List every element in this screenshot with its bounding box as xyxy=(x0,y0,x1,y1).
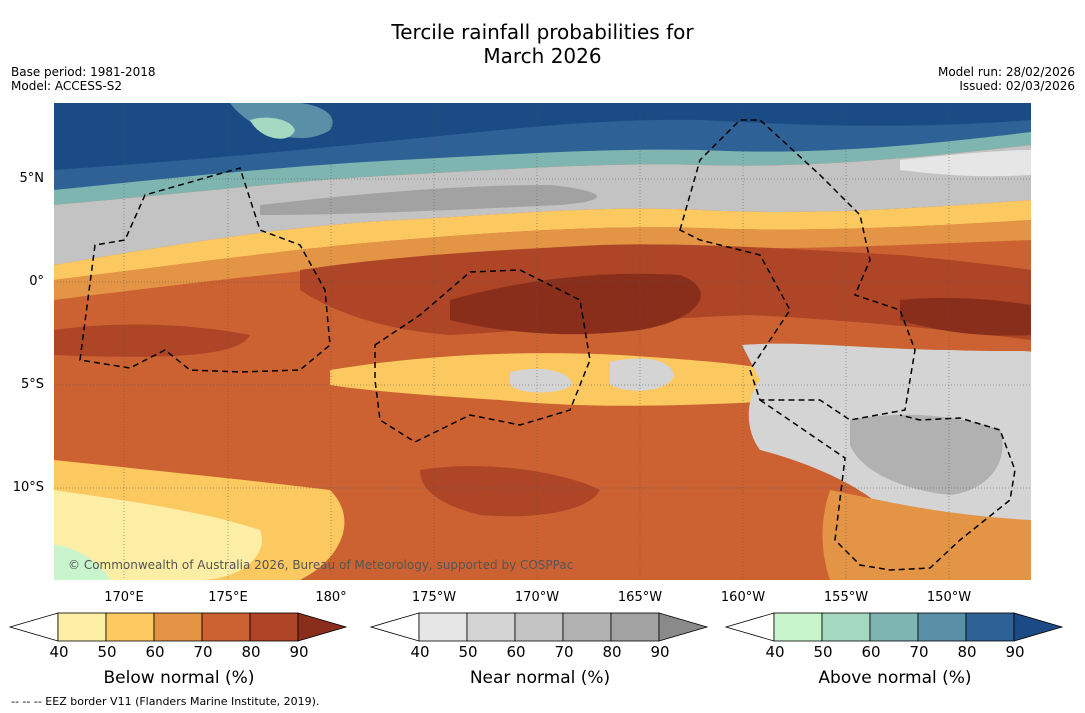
cb0-tick-50: 50 xyxy=(97,643,117,661)
eez-footer: -- -- -- EEZ border V11 (Flanders Marine… xyxy=(11,695,320,708)
colorbar-2-segment-2 xyxy=(821,612,871,642)
colorbar-1-extend-low xyxy=(369,612,420,642)
cb0-tick-60: 60 xyxy=(145,643,165,661)
lat-label-5n: 5°N xyxy=(19,171,45,186)
colorbar-2-segment-1 xyxy=(773,612,823,642)
colorbar-title-above: Above normal (%) xyxy=(818,668,972,688)
cb2-tick-80: 80 xyxy=(957,643,977,661)
colorbar-0-segment-4 xyxy=(201,612,251,642)
cb2-tick-60: 60 xyxy=(861,643,881,661)
cb1-tick-60: 60 xyxy=(506,643,526,661)
lon-label-180: 180° xyxy=(315,590,347,605)
cb0-tick-70: 70 xyxy=(193,643,213,661)
colorbar-title-below: Below normal (%) xyxy=(103,668,255,688)
lon-label-175e: 175°E xyxy=(208,590,248,605)
gridlines xyxy=(54,103,1031,580)
cb1-tick-70: 70 xyxy=(554,643,574,661)
colorbar-title-near: Near normal (%) xyxy=(469,668,611,688)
colorbar-0-segment-5 xyxy=(249,612,299,642)
lon-label-170w: 170°W xyxy=(514,590,560,605)
cb2-tick-70: 70 xyxy=(909,643,929,661)
cb2-tick-40: 40 xyxy=(765,643,785,661)
colorbar-0-segment-3 xyxy=(153,612,203,642)
colorbars xyxy=(8,612,1064,642)
colorbar-1-segment-5 xyxy=(610,612,660,642)
cb2-tick-90: 90 xyxy=(1005,643,1025,661)
issued-date: Issued: 02/03/2026 xyxy=(959,79,1075,93)
cb1-tick-80: 80 xyxy=(602,643,622,661)
base-period: Base period: 1981-2018 xyxy=(11,65,156,79)
colorbar-1-segment-4 xyxy=(562,612,612,642)
meta-right: Model run: 28/02/2026 Issued: 02/03/2026 xyxy=(938,65,1075,93)
cb1-tick-40: 40 xyxy=(410,643,430,661)
colorbar-1-segment-2 xyxy=(466,612,516,642)
lat-label-10s: 10°S xyxy=(12,480,44,495)
model-name: Model: ACCESS-S2 xyxy=(11,79,123,93)
lon-label-155w: 155°W xyxy=(823,590,869,605)
cb1-tick-50: 50 xyxy=(458,643,478,661)
colorbar-0-segment-2 xyxy=(105,612,155,642)
title-line-2: March 2026 xyxy=(483,44,602,68)
colorbar-near-normal xyxy=(369,612,709,642)
colorbar-2-extend-high xyxy=(1013,612,1064,642)
lon-label-150w: 150°W xyxy=(926,590,972,605)
colorbar-2-segment-5 xyxy=(965,612,1015,642)
colorbar-0-extend-high xyxy=(297,612,348,642)
lon-label-175w: 175°W xyxy=(411,590,457,605)
cb1-tick-90: 90 xyxy=(650,643,670,661)
lat-label-5s: 5°S xyxy=(20,377,44,392)
lon-label-160w: 160°W xyxy=(720,590,766,605)
map-field xyxy=(54,103,1031,580)
cb2-tick-50: 50 xyxy=(813,643,833,661)
lon-label-165w: 165°W xyxy=(617,590,663,605)
colorbar-1-segment-1 xyxy=(418,612,468,642)
colorbar-2-segment-4 xyxy=(917,612,967,642)
meta-left: Base period: 1981-2018 Model: ACCESS-S2 xyxy=(11,65,156,93)
colorbar-0-extend-low xyxy=(8,612,59,642)
lon-label-170e: 170°E xyxy=(104,590,144,605)
colorbar-1-extend-high xyxy=(658,612,709,642)
colorbar-2-segment-3 xyxy=(869,612,919,642)
cb0-tick-40: 40 xyxy=(49,643,69,661)
title-line-1: Tercile rainfall probabilities for xyxy=(391,20,694,44)
colorbar-2-extend-low xyxy=(724,612,775,642)
model-run: Model run: 28/02/2026 xyxy=(937,65,1075,79)
colorbar-below-normal xyxy=(8,612,348,642)
map-title: Tercile rainfall probabilities for March… xyxy=(0,20,1085,68)
cb0-tick-90: 90 xyxy=(289,643,309,661)
lat-label-0: 0° xyxy=(29,274,44,289)
colorbar-above-normal xyxy=(724,612,1064,642)
copyright-credit: © Commonwealth of Australia 2026, Bureau… xyxy=(68,558,574,572)
colorbar-1-segment-3 xyxy=(514,612,564,642)
colorbar-0-segment-1 xyxy=(57,612,107,642)
cb0-tick-80: 80 xyxy=(241,643,261,661)
